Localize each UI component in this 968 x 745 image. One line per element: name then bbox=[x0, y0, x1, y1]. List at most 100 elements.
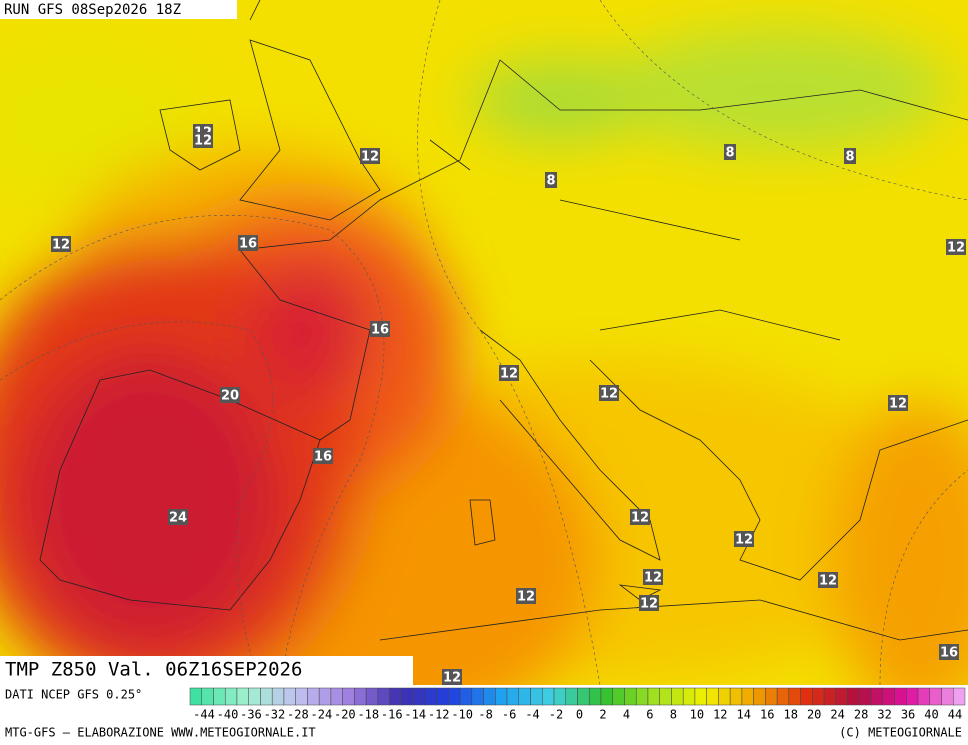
footer-right: (C) METEOGIORNALE bbox=[839, 726, 962, 740]
scale-label: -8 bbox=[478, 708, 492, 722]
contour-label: 8 bbox=[725, 146, 734, 161]
scale-swatch bbox=[624, 687, 637, 706]
color-scale: -44 -40 -36 -32 -28 -24 -20 -18 -16 -14 -12 -10 -8 -6… bbox=[189, 687, 966, 722]
scale-label: -20 bbox=[334, 708, 356, 722]
scale-swatch bbox=[682, 687, 696, 706]
contour-label-box bbox=[442, 669, 462, 685]
contour-label-box bbox=[639, 595, 659, 611]
contour-label: 12 bbox=[600, 387, 618, 402]
contour-label: 12 bbox=[644, 571, 662, 586]
scale-swatch bbox=[389, 687, 402, 706]
scale-swatch bbox=[365, 687, 379, 706]
contour-label: 12 bbox=[640, 597, 658, 612]
scale-label: 12 bbox=[713, 708, 727, 722]
scale-swatch bbox=[271, 687, 285, 706]
contour-label-box bbox=[844, 148, 856, 164]
scale-label: 4 bbox=[623, 708, 630, 722]
scale-label: 28 bbox=[854, 708, 868, 722]
scale-label: 14 bbox=[737, 708, 751, 722]
contour-label-box bbox=[734, 531, 754, 547]
scale-swatch bbox=[471, 687, 484, 706]
scale-swatch bbox=[448, 687, 461, 706]
contour-label-box bbox=[168, 509, 188, 525]
scale-swatch bbox=[530, 687, 543, 706]
contour-label: 16 bbox=[940, 646, 958, 661]
scale-swatch bbox=[859, 687, 872, 706]
scale-label: -40 bbox=[217, 708, 239, 722]
scale-swatch bbox=[483, 687, 496, 706]
scale-swatch bbox=[659, 687, 672, 706]
scale-label: -18 bbox=[357, 708, 379, 722]
contour-label-box bbox=[499, 365, 519, 381]
contour-label: 12 bbox=[819, 574, 837, 589]
contour-label-box bbox=[630, 509, 650, 525]
contour-label-box bbox=[238, 235, 258, 251]
scale-swatch bbox=[823, 687, 837, 706]
scale-swatch bbox=[577, 687, 590, 706]
scale-swatch bbox=[506, 687, 520, 706]
header-box bbox=[0, 0, 237, 19]
scale-swatch bbox=[753, 687, 766, 706]
contour-label: 24 bbox=[169, 511, 187, 526]
scale-swatch bbox=[201, 687, 214, 706]
scale-label: 44 bbox=[948, 708, 962, 722]
contour-label-box bbox=[220, 387, 240, 403]
scale-swatch bbox=[518, 687, 531, 706]
contour-label: 12 bbox=[631, 511, 649, 526]
scale-swatch bbox=[495, 687, 508, 706]
contour-label: 20 bbox=[221, 389, 239, 404]
scale-label: 20 bbox=[807, 708, 821, 722]
contour-label-box bbox=[516, 588, 536, 604]
contour-label: 12 bbox=[500, 367, 518, 382]
scale-swatch bbox=[847, 687, 860, 706]
scale-swatch bbox=[812, 687, 825, 706]
contour-label: 16 bbox=[314, 450, 332, 465]
scale-swatch bbox=[706, 687, 719, 706]
scale-swatch bbox=[882, 687, 895, 706]
scale-swatch bbox=[906, 687, 919, 706]
scale-label: -6 bbox=[502, 708, 516, 722]
contour-label: 12 bbox=[889, 397, 907, 412]
contour-label-box bbox=[818, 572, 838, 588]
scale-swatch bbox=[741, 687, 754, 706]
contour-label-box bbox=[724, 144, 736, 160]
contour-label-box bbox=[643, 569, 663, 585]
scale-swatch bbox=[248, 687, 261, 706]
contour-label: 12 bbox=[517, 590, 535, 605]
contour-label: 8 bbox=[546, 174, 555, 189]
contour-label: 12 bbox=[194, 134, 212, 149]
contour-label: 12 bbox=[52, 238, 70, 253]
scale-swatch bbox=[542, 687, 555, 706]
scale-label: 10 bbox=[690, 708, 704, 722]
scale-swatch bbox=[588, 687, 602, 706]
scale-label: -36 bbox=[240, 708, 262, 722]
scale-swatch bbox=[870, 687, 884, 706]
contour-label-box bbox=[939, 644, 959, 660]
scale-swatch bbox=[671, 687, 684, 706]
scale-swatch bbox=[260, 687, 273, 706]
scale-label: -44 bbox=[193, 708, 215, 722]
scale-swatch bbox=[929, 687, 942, 706]
scale-label: -16 bbox=[381, 708, 403, 722]
scale-swatch bbox=[894, 687, 907, 706]
scale-swatch bbox=[635, 687, 649, 706]
footer-left: MTG-GFS — ELABORAZIONE WWW.METEOGIORNALE… bbox=[5, 726, 316, 740]
scale-label: -10 bbox=[451, 708, 473, 722]
scale-label: -2 bbox=[549, 708, 563, 722]
contour-label-box bbox=[599, 385, 619, 401]
run-title: RUN GFS 08Sep2026 18Z bbox=[4, 2, 181, 18]
contour-label: 16 bbox=[371, 323, 389, 338]
scale-label: 16 bbox=[760, 708, 774, 722]
contour-label-box bbox=[545, 172, 557, 188]
scale-swatch bbox=[318, 687, 332, 706]
scale-label: 6 bbox=[646, 708, 653, 722]
scale-swatch bbox=[283, 687, 296, 706]
contour-label-box bbox=[51, 236, 71, 252]
scale-swatch bbox=[401, 687, 414, 706]
scale-label: -12 bbox=[428, 708, 450, 722]
legend-source: DATI NCEP GFS 0.25° bbox=[5, 688, 142, 702]
scale-swatch bbox=[765, 687, 778, 706]
contour-label: 12 bbox=[735, 533, 753, 548]
field-box bbox=[0, 656, 413, 685]
